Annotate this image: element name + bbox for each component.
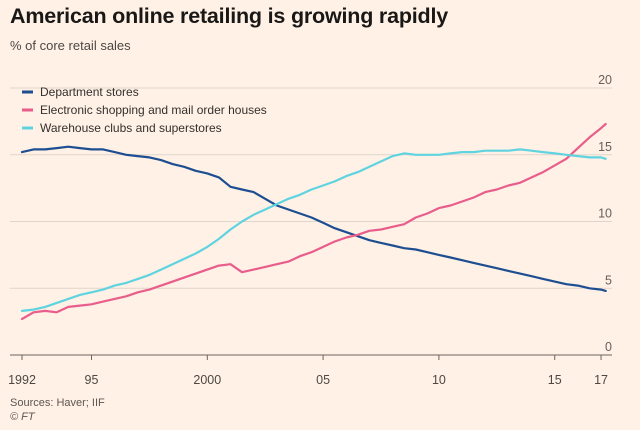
x-tick-label: 95 [85,373,99,387]
x-tick-label: 2000 [193,373,221,387]
y-tick-label: 20 [598,73,612,87]
y-axis-ticks: 0 5 10 15 20 [598,73,612,354]
series-lines [20,122,607,321]
x-tick-label: 17 [594,373,608,387]
sources-note: Sources: Haver; IIF [10,397,105,409]
x-tick-label: 10 [432,373,446,387]
y-tick-label: 15 [598,140,612,154]
x-axis-ticks: 1992 95 2000 05 10 15 17 [8,355,608,387]
x-tick-label: 05 [316,373,330,387]
series-line-1 [20,145,607,292]
x-tick-label: 15 [548,373,562,387]
y-tick-label: 10 [598,207,612,221]
grid-lines [10,87,612,356]
y-tick-label: 5 [605,273,612,287]
legend-label-3: Warehouse clubs and superstores [40,121,222,135]
chart-title: American online retailing is growing rap… [10,4,449,28]
legend-label-1: Department stores [40,85,139,99]
legend: Department stores Electronic shopping and… [22,85,267,135]
copyright-note: © FT [10,411,35,423]
y-tick-label: 0 [605,340,612,354]
series-line-2 [20,122,607,321]
x-tick-label: 1992 [8,373,36,387]
series-line-3 [20,148,607,312]
legend-label-2: Electronic shopping and mail order house… [40,103,267,117]
chart-subtitle: % of core retail sales [10,38,131,53]
